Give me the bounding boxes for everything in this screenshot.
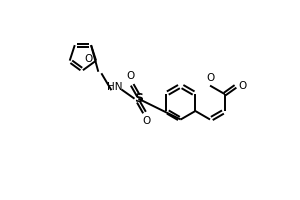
Text: S: S xyxy=(134,92,143,105)
Text: O: O xyxy=(238,81,247,91)
Text: O: O xyxy=(85,54,93,64)
Text: O: O xyxy=(206,73,214,83)
Text: O: O xyxy=(142,116,150,126)
Text: HN: HN xyxy=(107,82,123,92)
Text: O: O xyxy=(127,71,135,81)
